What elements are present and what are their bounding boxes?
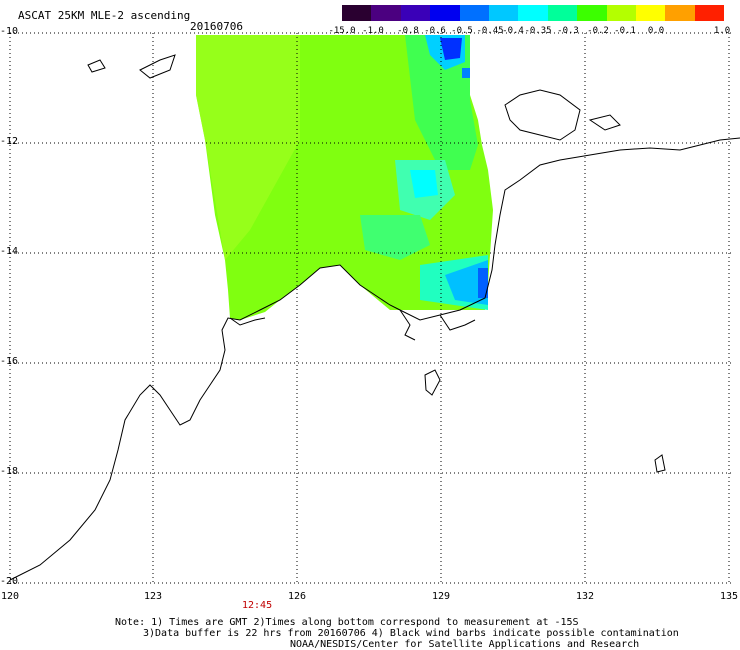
note-line-3: NOAA/NESDIS/Center for Satellite Applica… — [290, 639, 640, 650]
colorbar-swatch — [518, 5, 548, 21]
colorbar-label: -0.35 — [524, 26, 552, 36]
colorbar-label: -0.3 — [557, 26, 579, 36]
colorbar-swatch — [665, 5, 695, 21]
colorbar-swatch — [694, 5, 725, 21]
note-line-2: 3)Data buffer is 22 hrs from 20160706 4)… — [143, 628, 679, 639]
map-title: ASCAT 25KM MLE-2 ascending — [18, 9, 191, 22]
graticule — [9, 32, 733, 584]
latitude-label: -16 — [0, 356, 19, 367]
colorbar-swatch — [606, 5, 636, 21]
coastline — [9, 54, 740, 581]
colorbar-labels: -15.0 -1.0 -0.8 -0.6 -0.5 -0.45 -0.4 -0.35 -0.3-… — [328, 26, 731, 38]
data-swath — [196, 35, 493, 320]
colorbar-label: 0.0 — [647, 26, 665, 36]
colorbar-label: -0.45 — [476, 26, 504, 36]
colorbar-label: -0.8 — [397, 26, 419, 36]
longitude-label: 132 — [575, 591, 595, 602]
latitude-label: -10 — [0, 26, 19, 37]
colorbar-label: -1.0 — [362, 26, 384, 36]
longitude-label: 135 — [719, 591, 739, 602]
longitude-label: 126 — [287, 591, 307, 602]
longitude-label: 129 — [431, 591, 451, 602]
map-date: 20160706 — [190, 20, 243, 33]
colorbar-swatch — [400, 5, 431, 21]
colorbar-label: -15.0 — [328, 26, 356, 36]
latitude-label: -12 — [0, 136, 19, 147]
colorbar-swatch — [430, 5, 460, 21]
latitude-label: -18 — [0, 466, 19, 477]
colorbar-swatch — [342, 5, 372, 21]
colorbar — [342, 5, 725, 21]
longitude-label: 123 — [143, 591, 163, 602]
colorbar-swatch — [459, 5, 489, 21]
colorbar-swatch — [635, 5, 666, 21]
colorbar-label: -0.1 — [614, 26, 636, 36]
colorbar-label: -0.5 — [451, 26, 473, 36]
colorbar-swatch — [577, 5, 607, 21]
colorbar-label: -0.6 — [424, 26, 446, 36]
colorbar-label: 1.0 — [713, 26, 731, 36]
time-label: 12:45 — [242, 600, 273, 611]
latitude-label: -14 — [0, 246, 19, 257]
note-line-1: Note: 1) Times are GMT 2)Times along bot… — [115, 617, 579, 628]
colorbar-swatch — [488, 5, 519, 21]
latitude-label: -20 — [0, 576, 19, 587]
colorbar-swatch — [371, 5, 401, 21]
colorbar-label: -0.4 — [502, 26, 524, 36]
colorbar-swatch — [547, 5, 578, 21]
longitude-label: 120 — [0, 591, 20, 602]
colorbar-label: -0.2 — [587, 26, 609, 36]
